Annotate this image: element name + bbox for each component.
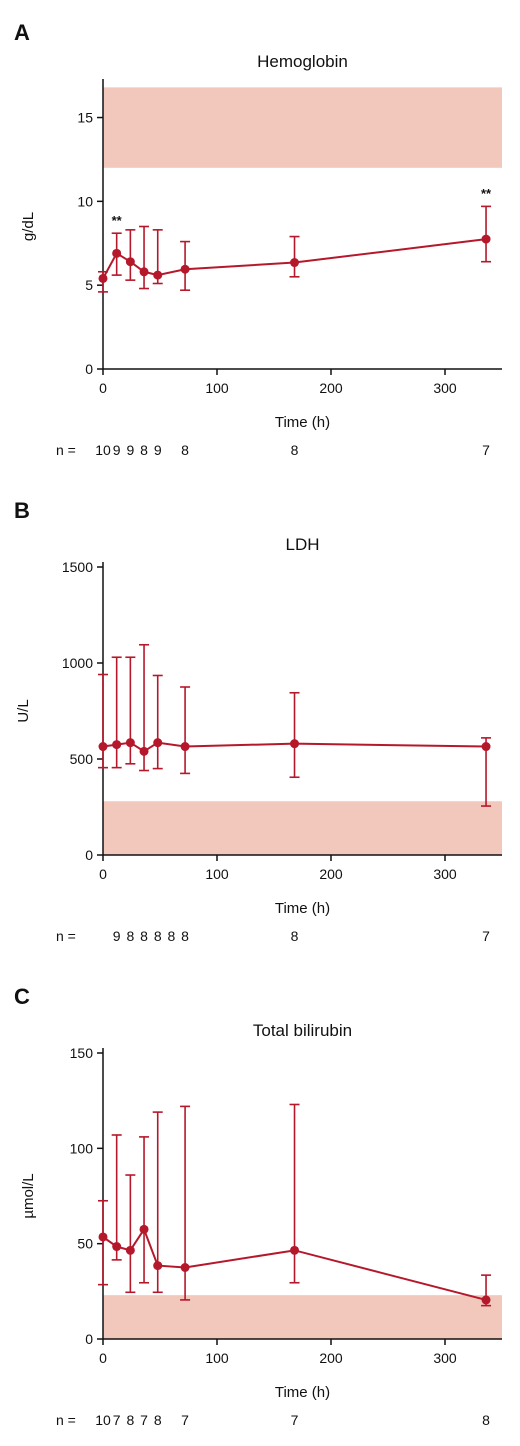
n-count-label: 7 [482, 442, 490, 458]
n-count-label: 9 [154, 442, 162, 458]
data-point [139, 267, 149, 277]
n-count-label: 7 [113, 1412, 121, 1428]
panel-label: C [14, 984, 30, 1009]
data-point [98, 273, 108, 283]
y-tick-label: 5 [85, 277, 93, 293]
n-count-label: 8 [154, 1412, 162, 1428]
n-prefix: n = [56, 442, 76, 458]
x-tick-label: 200 [319, 866, 343, 882]
x-tick-label: 300 [433, 866, 457, 882]
data-point [125, 1245, 135, 1255]
y-axis-label: g/dL [20, 212, 37, 241]
n-count-label: 8 [140, 442, 148, 458]
n-count-label: 9 [113, 928, 121, 944]
y-tick-label: 100 [70, 1140, 94, 1156]
n-count-label: 8 [168, 928, 176, 944]
data-point [112, 248, 122, 258]
x-tick-label: 0 [99, 1350, 107, 1366]
chart-title: Total bilirubin [253, 1021, 352, 1040]
y-axis-label: U/L [15, 699, 32, 722]
data-point [153, 270, 163, 280]
data-point [153, 1261, 163, 1271]
data-point [98, 742, 108, 752]
data-point [290, 1245, 300, 1255]
x-tick-label: 100 [205, 1350, 229, 1366]
x-tick-label: 100 [205, 866, 229, 882]
n-count-label: 8 [126, 1412, 134, 1428]
y-tick-label: 1500 [62, 559, 93, 575]
data-point [290, 739, 300, 749]
n-count-label: 8 [291, 442, 299, 458]
n-count-label: 10 [95, 442, 111, 458]
chart-title: LDH [285, 535, 319, 554]
x-tick-label: 200 [319, 380, 343, 396]
significance-annotation: ** [481, 186, 492, 201]
data-point [153, 738, 163, 748]
x-tick-label: 200 [319, 1350, 343, 1366]
significance-annotation: ** [112, 213, 123, 228]
data-point [481, 1295, 491, 1305]
n-count-label: 8 [181, 928, 189, 944]
y-axis-label: µmol/L [20, 1173, 37, 1218]
data-point [139, 746, 149, 756]
n-count-label: 7 [181, 1412, 189, 1428]
x-tick-label: 300 [433, 1350, 457, 1366]
data-point [112, 740, 122, 750]
n-count-label: 8 [126, 928, 134, 944]
x-axis-label: Time (h) [275, 900, 330, 917]
reference-range-band [103, 801, 502, 855]
y-tick-label: 150 [70, 1045, 94, 1061]
data-point [481, 742, 491, 752]
n-count-label: 8 [154, 928, 162, 944]
n-count-label: 10 [95, 1412, 111, 1428]
x-tick-label: 100 [205, 380, 229, 396]
n-prefix: n = [56, 1412, 76, 1428]
data-point [180, 264, 190, 274]
n-count-label: 8 [140, 928, 148, 944]
panel-label: A [14, 20, 30, 45]
n-count-label: 9 [113, 442, 121, 458]
chart-title: Hemoglobin [257, 52, 348, 71]
y-tick-label: 0 [85, 1331, 93, 1347]
y-tick-label: 0 [85, 847, 93, 863]
data-point [180, 742, 190, 752]
data-point [481, 234, 491, 244]
n-count-label: 8 [291, 928, 299, 944]
reference-range-band [103, 1295, 502, 1339]
n-count-label: 8 [482, 1412, 490, 1428]
data-point [125, 257, 135, 267]
data-point [125, 738, 135, 748]
n-count-label: 8 [181, 442, 189, 458]
n-prefix: n = [56, 928, 76, 944]
n-count-label: 9 [126, 442, 134, 458]
y-tick-label: 0 [85, 361, 93, 377]
data-point [180, 1263, 190, 1272]
n-count-label: 7 [482, 928, 490, 944]
x-tick-label: 0 [99, 380, 107, 396]
x-axis-label: Time (h) [275, 414, 330, 431]
y-tick-label: 1000 [62, 655, 93, 671]
n-count-label: 7 [140, 1412, 148, 1428]
x-tick-label: 0 [99, 866, 107, 882]
y-tick-label: 50 [77, 1236, 93, 1252]
y-tick-label: 15 [77, 110, 93, 126]
data-point [139, 1224, 149, 1234]
n-count-label: 7 [291, 1412, 299, 1428]
y-tick-label: 10 [77, 193, 93, 209]
data-point [290, 258, 300, 268]
data-point [112, 1242, 122, 1252]
x-tick-label: 300 [433, 380, 457, 396]
reference-range-band [103, 87, 502, 168]
x-axis-label: Time (h) [275, 1384, 330, 1401]
data-point [98, 1232, 108, 1242]
y-tick-label: 500 [70, 751, 94, 767]
panel-label: B [14, 498, 30, 523]
